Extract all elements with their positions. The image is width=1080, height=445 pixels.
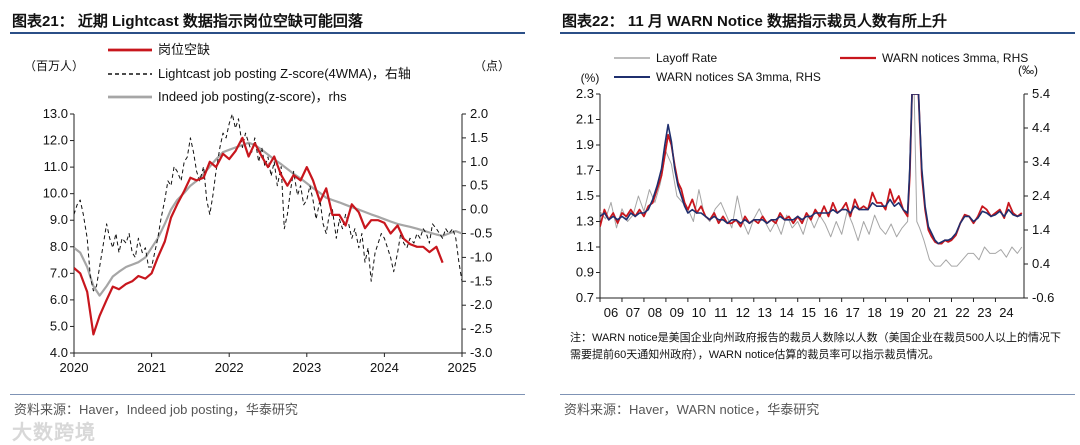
right-right-tick-label: -0.6 bbox=[1032, 290, 1054, 305]
right-x-tick-label: 23 bbox=[977, 305, 991, 320]
right-x-tick-label: 09 bbox=[670, 305, 684, 320]
left-right-tick-label: -1.0 bbox=[470, 249, 492, 264]
left-right-unit: （点） bbox=[474, 59, 510, 73]
right-x-tick-label: 17 bbox=[845, 305, 859, 320]
right-x-tick-label: 20 bbox=[911, 305, 925, 320]
right-left-tick-label: 2.3 bbox=[576, 86, 594, 101]
right-chart-note: 注：WARN notice是美国企业向州政府报告的裁员人数除以人数（美国企业在裁… bbox=[570, 332, 1061, 361]
left-left-tick-label: 13.0 bbox=[43, 106, 68, 121]
right-right-tick-label: 5.4 bbox=[1032, 86, 1050, 101]
left-left-tick-label: 10.0 bbox=[43, 186, 68, 201]
left-right-tick-label: 1.5 bbox=[470, 130, 488, 145]
right-x-tick-label: 14 bbox=[780, 305, 794, 320]
left-source: 资料来源：Haver，Indeed job posting，华泰研究 bbox=[14, 402, 298, 417]
right-left-tick-label: 0.9 bbox=[576, 265, 594, 280]
left-left-unit: （百万人） bbox=[24, 59, 84, 73]
right-x-tick-label: 08 bbox=[648, 305, 662, 320]
left-x-tick-label: 2020 bbox=[60, 360, 89, 375]
right-x-tick-label: 11 bbox=[714, 305, 728, 320]
left-right-tick-label: -1.5 bbox=[470, 273, 492, 288]
left-chart-title: 图表21： 近期 Lightcast 数据指示岗位空缺可能回落 bbox=[12, 13, 363, 30]
left-series-line-2 bbox=[74, 114, 462, 292]
right-x-tick-label: 07 bbox=[626, 305, 640, 320]
right-right-tick-label: 1.4 bbox=[1032, 222, 1050, 237]
left-left-tick-label: 11.0 bbox=[44, 159, 68, 174]
right-right-tick-label: 4.4 bbox=[1032, 120, 1050, 135]
left-left-tick-label: 9.0 bbox=[50, 212, 68, 227]
right-left-tick-label: 0.7 bbox=[576, 290, 594, 305]
right-x-tick-label: 19 bbox=[889, 305, 903, 320]
left-x-tick-label: 2021 bbox=[137, 360, 166, 375]
left-left-tick-label: 6.0 bbox=[50, 292, 68, 307]
left-series-line-3 bbox=[74, 141, 462, 297]
left-right-tick-label: -3.0 bbox=[470, 345, 492, 360]
left-right-tick-label: -2.0 bbox=[470, 297, 492, 312]
right-x-tick-label: 06 bbox=[604, 305, 618, 320]
left-source-rule bbox=[10, 394, 525, 395]
right-right-tick-label: 2.4 bbox=[1032, 188, 1050, 203]
right-x-tick-label: 13 bbox=[758, 305, 772, 320]
right-source: 资料来源：Haver，WARN notice，华泰研究 bbox=[564, 402, 820, 417]
right-x-tick-label: 15 bbox=[801, 305, 815, 320]
right-right-unit: (‰) bbox=[1018, 63, 1038, 77]
left-x-tick-label: 2022 bbox=[215, 360, 244, 375]
left-left-tick-label: 12.0 bbox=[43, 133, 68, 148]
watermark: 大数跨境 bbox=[12, 422, 96, 444]
left-chart-panel: 图表21： 近期 Lightcast 数据指示岗位空缺可能回落 13.0 12.0… bbox=[0, 0, 530, 443]
left-left-tick-label: 4.0 bbox=[50, 345, 68, 360]
right-left-tick-label: 2.1 bbox=[576, 112, 594, 127]
left-legend-label-3: Indeed job posting(z-score)，rhs bbox=[158, 89, 347, 104]
right-x-tick-label: 16 bbox=[823, 305, 837, 320]
right-chart-panel: 图表22： 11 月 WARN Notice 数据指示裁员人数有所上升 2.3 2… bbox=[550, 0, 1080, 443]
right-series-group bbox=[600, 94, 1023, 267]
left-title-rule bbox=[10, 32, 525, 34]
left-chart: 13.0 12.0 11.0 10.0 9.0 8.0 7.0 6.0 5.0 4.0 2.0 1.5… bbox=[24, 42, 510, 375]
left-legend-label-1: 岗位空缺 bbox=[158, 42, 210, 57]
left-legend-label-2: Lightcast job posting Z-score(4WMA)，右轴 bbox=[158, 66, 411, 81]
left-right-tick-label: 0.0 bbox=[470, 202, 488, 217]
right-legend-label-2: WARN notices 3mma, RHS bbox=[882, 51, 1028, 65]
right-x-tick-label: 18 bbox=[867, 305, 881, 320]
left-right-tick-label: -2.5 bbox=[470, 321, 492, 336]
right-left-tick-label: 1.7 bbox=[576, 163, 594, 178]
right-x-tick-label: 21 bbox=[933, 305, 947, 320]
right-left-tick-label: 1.9 bbox=[576, 137, 594, 152]
right-right-tick-label: 0.4 bbox=[1032, 256, 1050, 271]
right-left-tick-label: 1.3 bbox=[576, 214, 594, 229]
right-series-line-1 bbox=[600, 94, 1023, 267]
left-right-tick-label: 2.0 bbox=[470, 106, 488, 121]
left-left-tick-label: 8.0 bbox=[50, 239, 68, 254]
right-chart: 2.3 2.1 1.9 1.7 1.5 1.3 1.1 0.9 0.7 5.4 4.4 3.4 2.4 1… bbox=[576, 51, 1054, 320]
right-legend-label-3: WARN notices SA 3mma, RHS bbox=[656, 70, 821, 84]
right-right-tick-label: 3.4 bbox=[1032, 154, 1050, 169]
left-left-tick-label: 5.0 bbox=[50, 318, 68, 333]
right-x-tick-label: 12 bbox=[736, 305, 750, 320]
right-title-rule bbox=[560, 32, 1075, 34]
left-right-tick-label: -0.5 bbox=[470, 226, 492, 241]
right-legend-label-1: Layoff Rate bbox=[656, 51, 717, 65]
right-x-tick-label: 24 bbox=[999, 305, 1013, 320]
right-left-tick-label: 1.5 bbox=[576, 188, 594, 203]
left-series-line-1 bbox=[74, 136, 444, 336]
right-x-tick-label: 10 bbox=[692, 305, 706, 320]
right-left-tick-label: 1.1 bbox=[576, 239, 594, 254]
left-right-tick-label: 0.5 bbox=[470, 178, 488, 193]
left-series-group bbox=[74, 114, 462, 336]
right-left-unit: (%) bbox=[581, 71, 600, 85]
left-x-tick-label: 2025 bbox=[448, 360, 477, 375]
left-right-tick-label: 1.0 bbox=[470, 154, 488, 169]
left-x-tick-label: 2023 bbox=[292, 360, 321, 375]
left-x-tick-label: 2024 bbox=[370, 360, 399, 375]
right-series-line-3 bbox=[600, 94, 1023, 245]
right-chart-title: 图表22： 11 月 WARN Notice 数据指示裁员人数有所上升 bbox=[562, 13, 948, 30]
left-left-tick-label: 7.0 bbox=[50, 265, 68, 280]
right-x-tick-label: 22 bbox=[955, 305, 969, 320]
right-source-rule bbox=[560, 394, 1075, 395]
